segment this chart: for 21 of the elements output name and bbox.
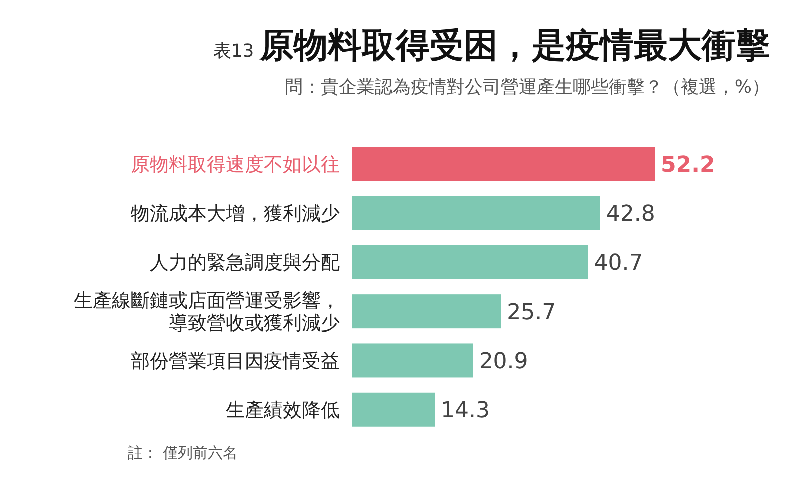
y-tick-label: 物流成本大增，獲利減少 — [131, 202, 340, 225]
chart-title: 表13 原物料取得受困，是疫情最大衝擊 — [213, 26, 770, 66]
y-tick-label: 生產績效降低 — [226, 400, 340, 422]
y-tick-label: 部份營業項目因疫情受益 — [131, 350, 340, 372]
y-tick-label: 生產線斷鏈或店面營運受影響，導致營收或獲利減少 — [74, 290, 340, 335]
bar — [352, 196, 600, 230]
bar — [352, 392, 436, 427]
y-tick-label: 原物料取得速度不如以往 — [131, 154, 340, 176]
bar — [352, 245, 588, 280]
chart-subtitle: 問：貴企業認為疫情對公司營運產生哪些衝擊？（複選，%） — [284, 77, 770, 98]
bar — [352, 344, 474, 378]
y-tick-label: 人力的緊急調度與分配 — [150, 252, 340, 274]
bar — [352, 294, 502, 329]
data-label: 42.8 — [606, 202, 656, 227]
data-label: 52.2 — [661, 152, 716, 178]
bar — [352, 147, 655, 182]
data-label: 14.3 — [441, 398, 490, 424]
data-label: 25.7 — [507, 300, 556, 326]
text: 註： 僅列前六名 — [128, 444, 238, 462]
data-label: 20.9 — [479, 349, 528, 374]
data-label: 40.7 — [594, 251, 644, 276]
